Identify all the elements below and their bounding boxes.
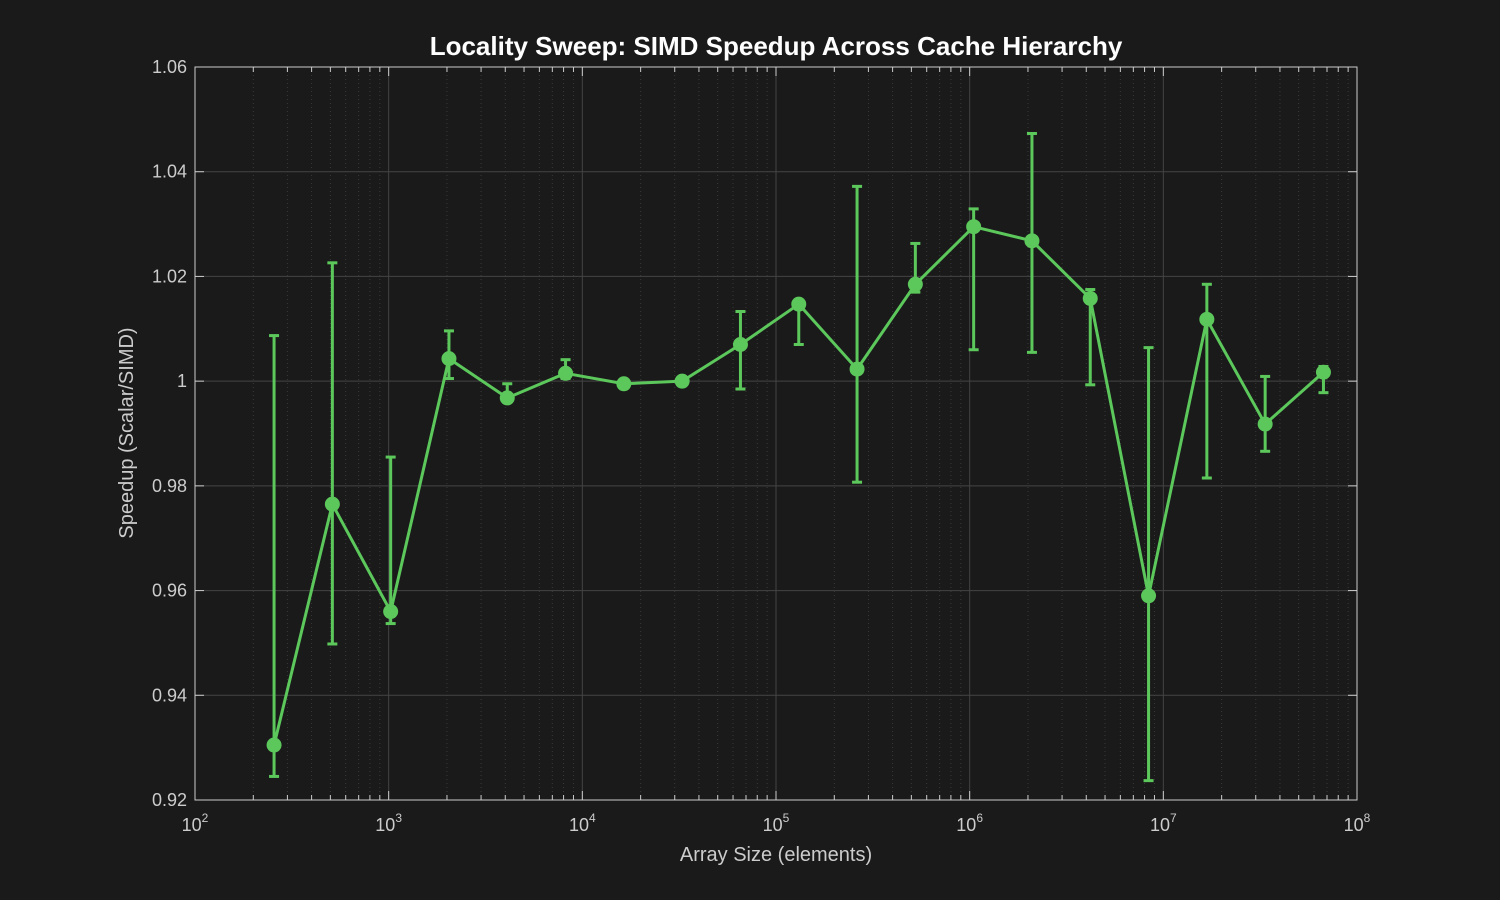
data-point — [558, 365, 574, 381]
data-point — [849, 361, 865, 377]
y-tick-labels: 0.92 0.94 0.96 0.98 1 1.02 1.04 1.06 — [152, 57, 187, 810]
y-tick-label: 1 — [177, 371, 187, 391]
data-point — [1082, 290, 1098, 306]
y-tick-label: 1.02 — [152, 266, 187, 286]
data-point — [616, 376, 632, 392]
chart-title: Locality Sweep: SIMD Speedup Across Cach… — [430, 31, 1123, 61]
data-point — [907, 276, 923, 292]
x-tick-labels: 102 103 104 105 106 107 108 — [182, 811, 1371, 835]
data-point — [966, 219, 982, 235]
major-grid — [194, 66, 1358, 801]
data-point — [499, 390, 515, 406]
data-point — [383, 604, 399, 620]
y-tick-label: 1.06 — [152, 57, 187, 77]
y-tick-label: 1.04 — [152, 162, 187, 182]
x-axis-label: Array Size (elements) — [680, 844, 872, 866]
data-point — [674, 373, 690, 389]
data-point — [266, 737, 282, 753]
data-point — [1199, 311, 1215, 327]
data-point — [441, 351, 457, 367]
y-axis-label: Speedup (Scalar/SIMD) — [116, 327, 138, 538]
data-point — [1257, 416, 1273, 432]
x-tick-label: 105 — [763, 811, 790, 835]
x-tick-label: 104 — [569, 811, 596, 835]
y-tick-label: 0.96 — [152, 581, 187, 601]
y-tick-label: 0.92 — [152, 790, 187, 810]
data-point — [1315, 364, 1331, 380]
axis-ticks — [194, 66, 1358, 801]
data-point — [1024, 233, 1040, 249]
data-point — [1141, 588, 1157, 604]
data-point — [791, 296, 807, 312]
x-tick-label: 108 — [1344, 811, 1371, 835]
y-tick-label: 0.98 — [152, 476, 187, 496]
y-tick-label: 0.94 — [152, 685, 187, 705]
x-tick-label: 103 — [375, 811, 402, 835]
data-point — [324, 496, 340, 512]
data-point — [732, 336, 748, 352]
x-tick-label: 106 — [956, 811, 983, 835]
series-layer — [266, 131, 1331, 783]
x-tick-label: 102 — [182, 811, 209, 835]
x-tick-label: 107 — [1150, 811, 1177, 835]
